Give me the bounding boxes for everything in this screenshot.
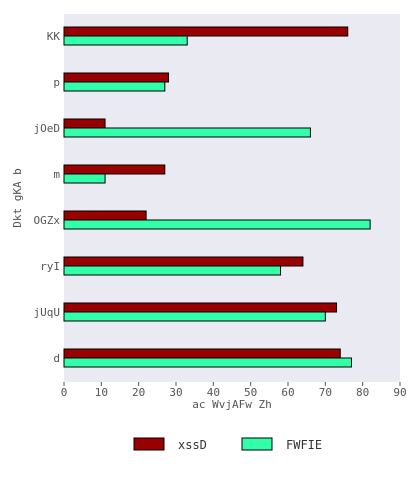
y-tick-label: jOeD: [34, 122, 61, 135]
y-axis-title: Dkt gKA b: [11, 168, 24, 228]
bar-xssD-p: [63, 72, 170, 83]
bar-FWFIE-d: [63, 357, 352, 368]
x-tick-label: 50: [244, 386, 257, 399]
bar-FWFIE-OGZx: [63, 219, 371, 230]
x-tick-label: 60: [281, 386, 294, 399]
y-tick-label: m: [53, 168, 60, 181]
bar-FWFIE-KK: [63, 35, 188, 46]
plot-area: [64, 14, 400, 382]
bar-xssD-d: [63, 348, 341, 359]
y-tick-label: d: [53, 352, 60, 365]
x-tick-label: 70: [319, 386, 332, 399]
x-tick-label: 10: [95, 386, 108, 399]
bar-xssD-jOeD: [63, 118, 106, 129]
x-axis: 0 10 20 30 40 50 60 70 80 90: [61, 382, 407, 399]
x-tick-label: 20: [132, 386, 145, 399]
legend-label-FWFIE: FWFIE: [286, 438, 322, 452]
bar-FWFIE-p: [63, 81, 166, 92]
y-tick-label: KK: [47, 30, 61, 43]
bar-xssD-ryI: [63, 256, 304, 267]
bar-xssD-KK: [63, 26, 349, 37]
x-tick-label: 90: [393, 386, 406, 399]
bar-FWFIE-ryI: [63, 265, 282, 276]
bar-xssD-jUqU: [63, 302, 338, 313]
x-tick-label: 0: [61, 386, 68, 399]
y-tick-label: p: [53, 76, 60, 89]
bar-xssD-OGZx: [63, 210, 147, 221]
y-tick-labels: KK p jOeD m OGZx ryI jUqU d: [34, 30, 61, 365]
bar-FWFIE-jOeD: [63, 127, 311, 138]
legend-label-xssD: xssD: [178, 438, 207, 452]
bar-xssD-m: [63, 164, 166, 175]
x-axis-title: ac WvjAFw Zh: [192, 398, 271, 411]
bar-FWFIE-m: [63, 173, 106, 184]
x-tick-label: 30: [169, 386, 182, 399]
x-tick-label: 40: [207, 386, 220, 399]
bar-FWFIE-jUqU: [63, 311, 326, 322]
legend-swatch-FWFIE: [241, 437, 273, 451]
bars-group: [63, 26, 371, 368]
y-tick-label: OGZx: [34, 214, 61, 227]
y-tick-label: ryI: [40, 260, 60, 273]
x-tick-label: 80: [356, 386, 369, 399]
legend-swatch-xssD: [133, 437, 165, 451]
y-tick-label: jUqU: [34, 306, 61, 319]
legend: xssD FWFIE: [133, 437, 322, 452]
